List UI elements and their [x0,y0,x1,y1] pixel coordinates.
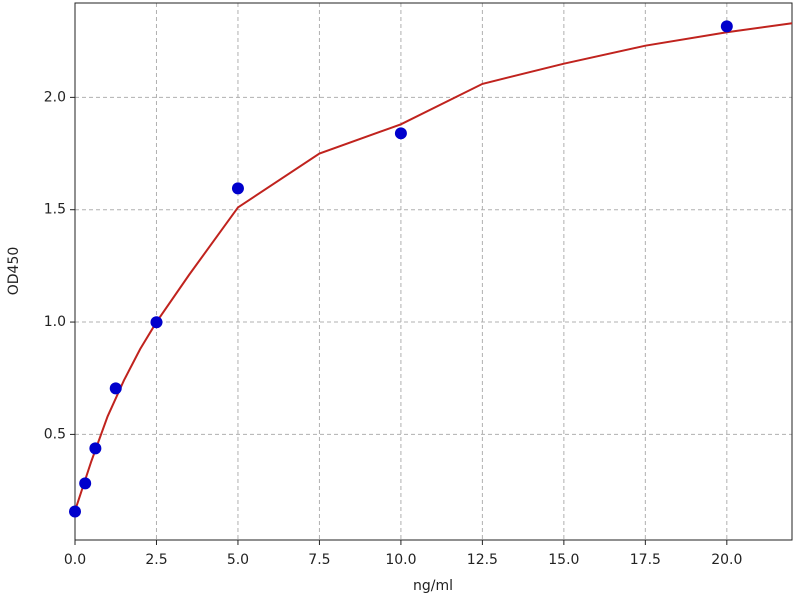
x-tick-label: 10.0 [385,552,416,568]
x-tick-label: 0.0 [64,552,86,568]
x-tick-label: 17.5 [630,552,661,568]
data-point [150,316,163,329]
x-axis-label: ng/ml [413,578,453,594]
fit-curve [74,22,793,512]
x-tick-label: 12.5 [467,552,498,568]
y-tick-label: 1.0 [44,314,66,330]
x-tick-label: 7.5 [308,552,330,568]
data-point [394,127,407,140]
x-tick-label: 2.5 [145,552,167,568]
data-point [89,442,102,455]
data-point [231,182,244,195]
x-tick-label: 20.0 [711,552,742,568]
y-tick-label: 2.0 [44,89,66,105]
data-point [69,505,81,518]
y-tick-label: 1.5 [44,202,66,218]
plot-frame [74,2,793,541]
y-tick-label: 0.5 [44,426,66,442]
data-point [720,20,733,33]
data-point [79,477,92,490]
x-tick-label: 15.0 [548,552,579,568]
y-axis-label: OD450 [6,247,22,296]
x-tick-label: 5.0 [227,552,249,568]
data-point [109,382,122,395]
